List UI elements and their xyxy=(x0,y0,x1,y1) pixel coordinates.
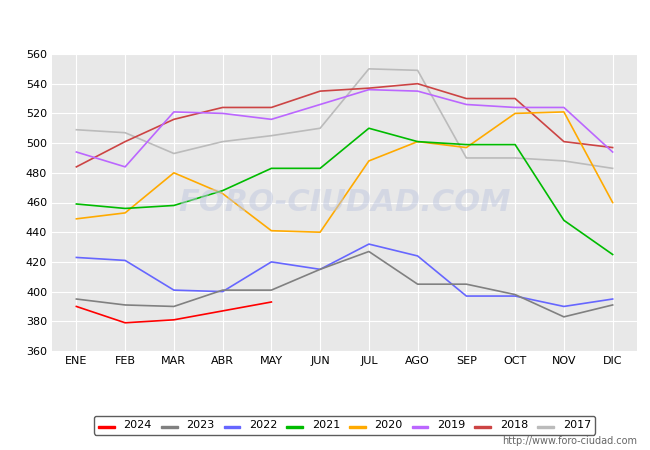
Text: FORO-CIUDAD.COM: FORO-CIUDAD.COM xyxy=(178,188,511,217)
Text: http://www.foro-ciudad.com: http://www.foro-ciudad.com xyxy=(502,436,637,446)
Legend: 2024, 2023, 2022, 2021, 2020, 2019, 2018, 2017: 2024, 2023, 2022, 2021, 2020, 2019, 2018… xyxy=(94,415,595,435)
Text: Afiliados en Santa Marina del Rey a 31/5/2024: Afiliados en Santa Marina del Rey a 31/5… xyxy=(92,14,558,32)
